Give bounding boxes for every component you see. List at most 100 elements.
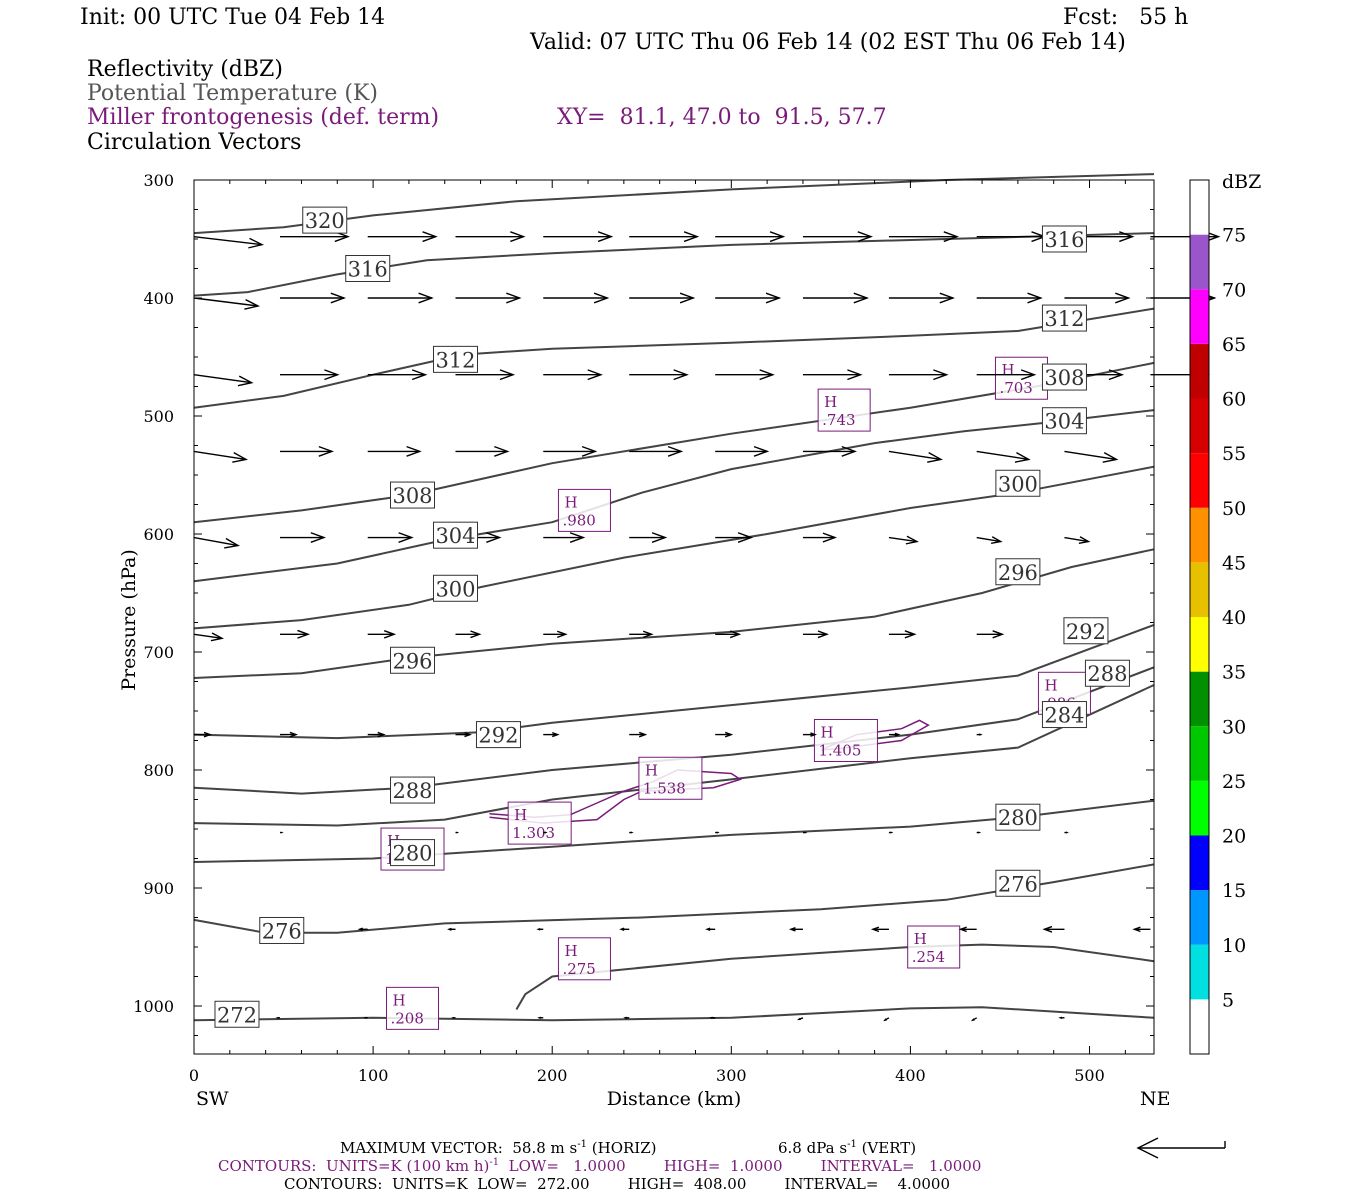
theta-label: 312 <box>1044 307 1084 331</box>
theta-label-box <box>475 721 521 749</box>
theta-label: 304 <box>1044 410 1084 434</box>
vector-head <box>275 1016 279 1019</box>
vector-head <box>724 731 734 738</box>
vector-head <box>494 445 510 457</box>
vector-head <box>638 731 648 738</box>
vector-arrow <box>888 831 894 834</box>
vector-arrow <box>883 1017 890 1022</box>
colorbar-band <box>1190 234 1209 290</box>
vector-head <box>464 731 472 738</box>
vector-arrow <box>543 231 614 243</box>
vector-head <box>1065 831 1069 834</box>
theta-label-box <box>345 255 391 282</box>
vector-head <box>1132 926 1141 933</box>
vector-arrow <box>888 450 943 463</box>
vector-arrow <box>447 927 456 931</box>
vector-shaft <box>1064 450 1117 461</box>
vector-arrow <box>888 732 901 737</box>
reference-vector-arrow <box>1136 1137 1226 1159</box>
vector-shaft <box>193 374 252 384</box>
vector-head <box>506 292 522 304</box>
colorbar-band <box>1190 780 1209 836</box>
vector-head <box>581 445 598 457</box>
y-tick-label: 700 <box>143 643 174 662</box>
vector-arrow <box>629 831 634 834</box>
vector-arrow <box>970 1017 978 1022</box>
vector-arrow <box>279 369 340 381</box>
axes: 300 400 500 600 700 800 900 1000 0 100 200 300 400 50… <box>133 171 1154 1085</box>
vector-arrow <box>194 731 213 738</box>
vector-head <box>536 927 541 931</box>
vector-head <box>398 532 414 543</box>
circulation-vectors <box>193 231 1221 1022</box>
colorbar-band <box>1190 453 1209 508</box>
vector-head <box>232 452 249 463</box>
theta-contour-316 <box>193 232 1155 297</box>
vector-arrow <box>275 1016 280 1019</box>
theta-label-box <box>995 469 1041 497</box>
fronto-high-value: 1.405 <box>818 742 861 760</box>
vector-arrow <box>870 926 889 933</box>
theta-contour-312 <box>193 307 1155 409</box>
vector-arrow <box>455 369 516 381</box>
colorbar-band <box>1190 617 1209 672</box>
vector-arrow <box>367 731 386 738</box>
vector-head <box>737 532 754 543</box>
colorbar-level-label: 40 <box>1222 607 1246 629</box>
theta-label-box <box>432 574 478 602</box>
theta-label: 300 <box>998 472 1038 496</box>
vector-head <box>817 630 829 639</box>
vector-head <box>210 632 225 642</box>
vector-head <box>679 292 696 304</box>
max-vector-horiz-exp: -1 <box>577 1139 587 1150</box>
vector-arrow <box>715 731 734 738</box>
fronto-high-value: .743 <box>822 411 855 429</box>
vector-head <box>939 292 955 304</box>
fronto-high-marker: H <box>824 393 837 411</box>
fronto-high-value: .208 <box>391 1009 424 1027</box>
vector-head <box>552 731 560 738</box>
fronto-high-marker: H <box>1044 676 1057 694</box>
vector-head <box>597 231 614 243</box>
colorbar: 5 10 15 20 25 30 35 40 45 50 55 60 65 70 75 <box>1189 179 1246 1055</box>
max-vector-line: MAXIMUM VECTOR: 58.8 m s-1 (HORIZ) <box>340 1139 657 1157</box>
vector-head <box>769 231 786 243</box>
vector-head <box>619 927 625 932</box>
vector-shaft <box>193 235 263 246</box>
theta-label-box <box>995 803 1041 831</box>
colorbar-band <box>1190 671 1209 727</box>
vector-head <box>683 231 700 243</box>
colorbar-level-label: 50 <box>1222 498 1246 520</box>
y-tick-label: 600 <box>143 525 174 544</box>
max-vector-horiz: 58.8 m s <box>512 1139 578 1157</box>
theta-label-box <box>1041 225 1087 253</box>
theta-label-box <box>1063 617 1109 645</box>
vector-arrow <box>543 532 586 543</box>
vector-arrow <box>1064 292 1131 304</box>
vector-head <box>357 927 363 932</box>
vector-arrow <box>367 369 428 381</box>
field-label-reflectivity: Reflectivity (dBZ) <box>87 57 283 82</box>
field-label-frontogenesis: Miller frontogenesis (def. term) <box>87 105 440 130</box>
fronto-high-value: .254 <box>912 948 945 966</box>
vector-head <box>289 731 299 738</box>
vector-arrow <box>976 369 1037 381</box>
vector-head <box>804 831 808 834</box>
vector-arrow <box>279 532 327 543</box>
cross-section-endpoints: XY= 81.1, 47.0 to 91.5, 57.7 <box>557 105 887 130</box>
vector-head <box>810 732 817 737</box>
vector-head <box>411 369 428 381</box>
fronto-high-marker: H <box>393 991 406 1009</box>
vector-head <box>248 237 265 249</box>
theta-label: 280 <box>998 806 1038 830</box>
theta-label: 296 <box>998 561 1038 585</box>
theta-label: 320 <box>305 209 345 233</box>
vector-head <box>297 629 311 639</box>
fronto-high-marker: H <box>820 724 833 742</box>
vector-head <box>237 375 254 387</box>
theta-contour-304 <box>193 409 1155 583</box>
vector-head <box>904 630 917 639</box>
vector-head <box>1205 231 1221 243</box>
vector-arrow <box>1132 926 1151 933</box>
theta-label: 284 <box>1044 704 1084 728</box>
